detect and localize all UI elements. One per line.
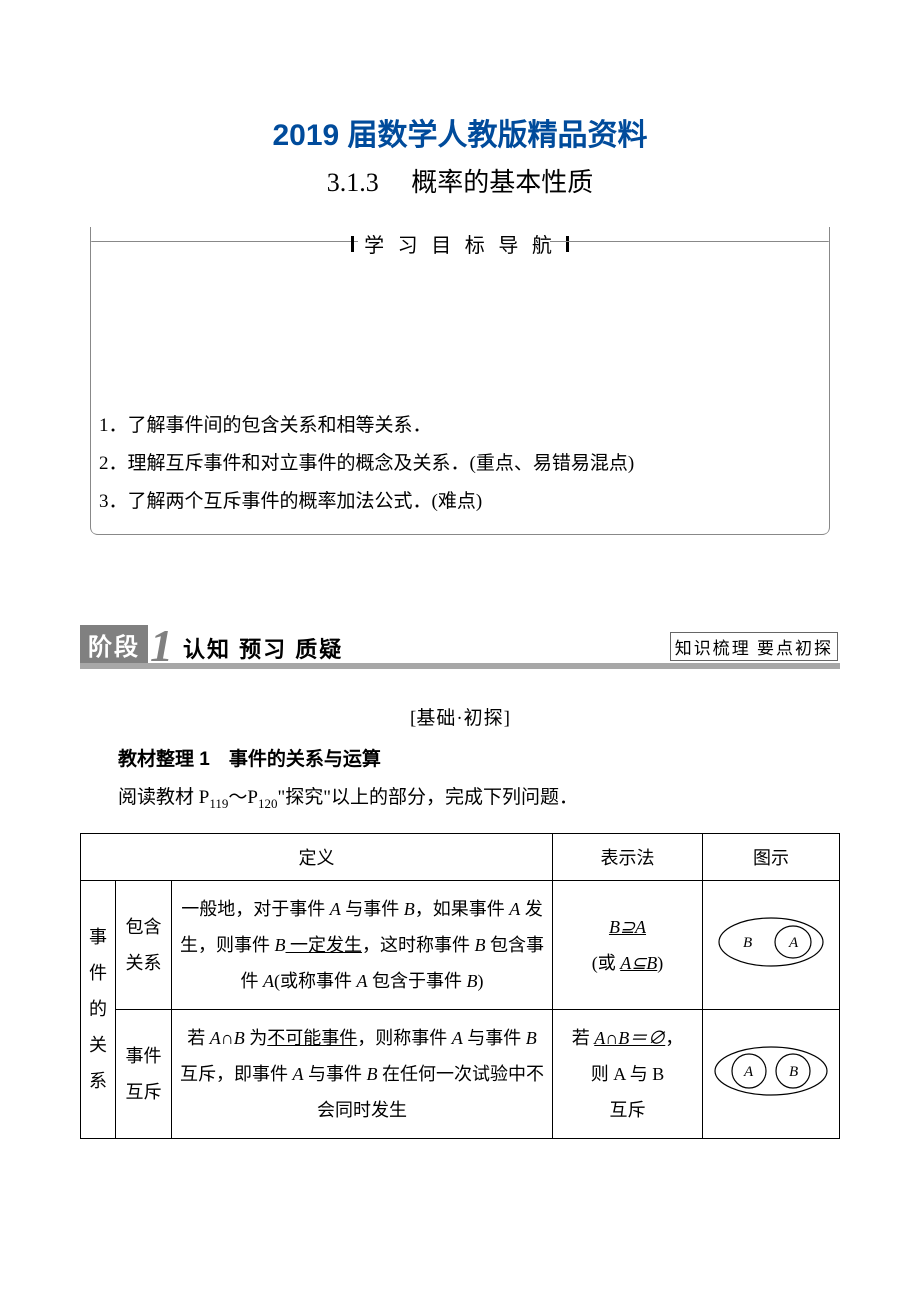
header-bar-right <box>566 236 569 252</box>
intro-sub1: 119 <box>209 796 228 811</box>
venn-inclusion-icon: B A <box>713 912 829 972</box>
r1p10: ) <box>478 971 484 991</box>
r1p1: 一般地，对于事件 <box>181 899 330 919</box>
objective-item-3: 3．了解两个互斥事件的概率加法公式．(难点) <box>97 483 823 521</box>
bracket-close: ] <box>504 708 510 729</box>
table-header-row: 定义 表示法 图示 <box>81 833 840 880</box>
stage-right-label: 知识梳理 要点初探 <box>670 632 838 661</box>
r1A3: A <box>263 971 274 991</box>
r2p1: 若 <box>187 1028 210 1048</box>
col-header-notation: 表示法 <box>553 833 703 880</box>
r2B2: B <box>526 1028 537 1048</box>
intro-post: "探究"以上的部分，完成下列问题． <box>277 787 578 808</box>
r1A4: A <box>357 971 368 991</box>
row2-notation: 若 A∩B＝∅， 则 A 与 B 互斥 <box>553 1009 703 1138</box>
r2B1: B <box>234 1028 245 1048</box>
stage-bar: 阶段 1 认知 预习 质疑 知识梳理 要点初探 <box>80 625 840 669</box>
r1n1: B⊇A <box>609 917 646 937</box>
row1-label: 包含关系 <box>116 880 172 1009</box>
sub-title-num: 3.1.3 <box>327 168 379 197</box>
col-header-def: 定义 <box>81 833 553 880</box>
row-group-text: 事件的关系 <box>89 919 107 1099</box>
r1p2: 与事件 <box>341 899 404 919</box>
r1B3: B <box>475 935 486 955</box>
objective-item-2: 2．理解互斥事件和对立事件的概念及关系．(重点、易错易混点) <box>97 445 823 483</box>
row1-notation: B⊇A (或 A⊆B) <box>553 880 703 1009</box>
objective-item-1: 1．了解事件间的包含关系和相等关系． <box>97 407 823 445</box>
r2B3: B <box>367 1064 378 1084</box>
r1p8: (或称事件 <box>274 971 357 991</box>
col-header-diagram: 图示 <box>703 833 840 880</box>
sub-title: 3.1.3 概率的基本性质 <box>80 162 840 199</box>
intro-pre: 阅读教材 P <box>118 787 209 808</box>
sub-title-text: 概率的基本性质 <box>411 168 593 197</box>
r2n2: 则 A 与 B <box>591 1064 665 1084</box>
r2p4: ，则称事件 <box>357 1028 452 1048</box>
row2-diagram: A B <box>703 1009 840 1138</box>
r1n2b: A⊆B <box>620 953 657 973</box>
svg-text:B: B <box>789 1064 798 1080</box>
section-lead: 基础·初探 <box>416 708 503 729</box>
objectives-frame: 学 习 目 标 导 航 1．了解事件间的包含关系和相等关系． 2．理解互斥事件和… <box>90 227 830 535</box>
r2n1c: ， <box>665 1028 683 1048</box>
svg-text:A: A <box>788 935 799 951</box>
venn-mutex-icon: A B <box>711 1043 831 1099</box>
r2A2: A <box>452 1028 463 1048</box>
objectives-header-text: 学 习 目 标 导 航 <box>358 229 562 258</box>
r2n3: 互斥 <box>610 1100 646 1120</box>
svg-text:B: B <box>743 935 752 951</box>
objectives-header: 学 习 目 标 导 航 <box>91 227 829 257</box>
header-bar-left <box>351 236 354 252</box>
r1A2: A <box>509 899 520 919</box>
relations-table: 定义 表示法 图示 事件的关系 包含关系 一般地，对于事件 A 与事件 B，如果… <box>80 833 840 1139</box>
row2-def: 若 A∩B 为不可能事件，则称事件 A 与事件 B 互斥，即事件 A 与事件 B… <box>172 1009 553 1138</box>
r2p6: 互斥，即事件 <box>180 1064 293 1084</box>
r2p5: 与事件 <box>463 1028 526 1048</box>
r1p5: 一定发生 <box>286 935 363 955</box>
r1B1: B <box>404 899 415 919</box>
section-heading: 教材整理 1 事件的关系与运算 <box>80 744 840 771</box>
r2p7: 与事件 <box>304 1064 367 1084</box>
row1-def: 一般地，对于事件 A 与事件 B，如果事件 A 发生，则事件 B 一定发生，这时… <box>172 880 553 1009</box>
r1B4: B <box>467 971 478 991</box>
row2-label: 事件互斥 <box>116 1009 172 1138</box>
objectives-bottom-curve <box>90 525 830 535</box>
stage-number: 1 <box>150 628 173 665</box>
r2n1a: 若 <box>572 1028 595 1048</box>
svg-text:A: A <box>743 1064 754 1080</box>
r1p3: ，如果事件 <box>415 899 510 919</box>
r1A1: A <box>330 899 341 919</box>
row1-diagram: B A <box>703 880 840 1009</box>
r1n2a: (或 <box>592 953 621 973</box>
r2p3: 为 <box>245 1028 268 1048</box>
r1B2: B <box>275 935 286 955</box>
r2p2: ∩ <box>221 1028 234 1048</box>
intro-sub2: 120 <box>258 796 278 811</box>
r1n2c: ) <box>657 953 663 973</box>
r2A3: A <box>293 1064 304 1084</box>
main-title: 2019 届数学人教版精品资料 <box>80 110 840 154</box>
r2n1b: A∩B＝∅ <box>594 1028 665 1048</box>
table-row-inclusion: 事件的关系 包含关系 一般地，对于事件 A 与事件 B，如果事件 A 发生，则事… <box>81 880 840 1009</box>
objectives-body: 1．了解事件间的包含关系和相等关系． 2．理解互斥事件和对立事件的概念及关系．(… <box>91 257 829 535</box>
intro-mid1: ～P <box>228 787 258 808</box>
table-row-mutex: 事件互斥 若 A∩B 为不可能事件，则称事件 A 与事件 B 互斥，即事件 A … <box>81 1009 840 1138</box>
row-group-label: 事件的关系 <box>81 880 116 1138</box>
r1p6: ，这时称事件 <box>362 935 475 955</box>
section-bracket-head: [基础·初探] <box>80 703 840 730</box>
section-intro: 阅读教材 P119～P120"探究"以上的部分，完成下列问题． <box>80 783 840 815</box>
r2A1: A <box>210 1028 221 1048</box>
r2p3u: 不可能事件 <box>267 1028 357 1048</box>
r1p9: 包含于事件 <box>368 971 467 991</box>
stage-title: 认知 预习 质疑 <box>183 632 343 664</box>
stage-left-label: 阶段 <box>80 625 148 663</box>
